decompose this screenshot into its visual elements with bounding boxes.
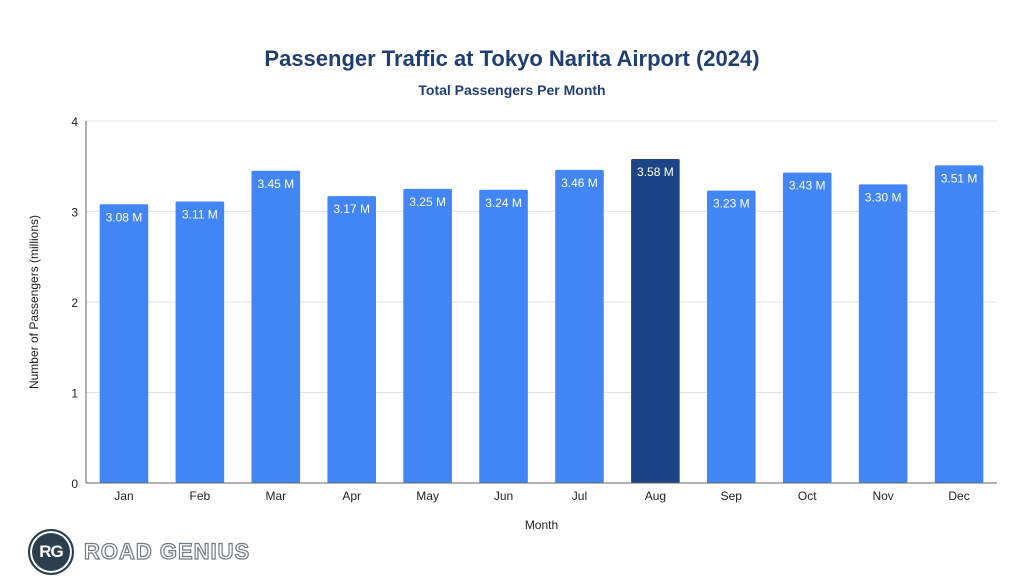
logo-text: ROAD GENIUS [83, 538, 251, 564]
bar-may [403, 188, 452, 483]
bars [99, 159, 984, 484]
x-axis-label: Month [525, 518, 558, 532]
x-tick-label: Jan [114, 489, 133, 503]
bar-apr [327, 196, 377, 484]
data-label: 3.08 M [106, 210, 143, 224]
x-tick-label: May [416, 489, 439, 503]
bar-jul [555, 169, 604, 483]
bar-oct [782, 172, 832, 483]
y-tick-labels: 0 1 2 3 4 [71, 115, 78, 491]
y-tick-label: 3 [71, 206, 78, 220]
x-tick-label: Nov [872, 489, 893, 503]
bar-jun [479, 189, 528, 483]
data-label: 3.30 M [865, 190, 902, 204]
data-label: 3.25 M [409, 195, 446, 209]
x-tick-label: Oct [798, 489, 817, 503]
x-tick-labels: Jan Feb Mar Apr May Jun Jul Aug Sep Oct Nov Dec [114, 489, 969, 503]
x-tick-label: Dec [948, 489, 969, 503]
y-tick-label: 2 [71, 296, 78, 310]
road-genius-logo: RG ROAD GENIUS [28, 529, 250, 575]
y-tick-label: 4 [71, 115, 78, 129]
data-label: 3.43 M [789, 179, 826, 193]
y-axis-label: Number of Passengers (millions) [27, 215, 41, 389]
data-label: 3.58 M [637, 165, 674, 179]
x-tick-label: Jul [572, 489, 587, 503]
bar-nov [858, 184, 908, 483]
x-tick-label: Apr [342, 489, 361, 503]
data-label: 3.45 M [257, 177, 294, 191]
bar-dec [934, 165, 984, 483]
x-tick-label: Sep [721, 489, 743, 503]
x-tick-label: Feb [190, 489, 211, 503]
bar-jan [99, 204, 149, 483]
bar-sep [706, 190, 756, 483]
x-tick-label: Aug [645, 489, 666, 503]
y-tick-label: 1 [71, 387, 78, 401]
data-labels: 3.08 M 3.11 M 3.45 M 3.17 M 3.25 M 3.24 M 3.46… [106, 165, 978, 224]
bar-aug [631, 159, 680, 483]
logo-badge-icon: RG [28, 529, 74, 575]
data-label: 3.11 M [182, 208, 218, 222]
bar-feb [175, 201, 225, 484]
data-label: 3.46 M [561, 176, 598, 190]
gridlines [86, 120, 997, 393]
data-label: 3.23 M [713, 197, 750, 211]
data-label: 3.24 M [485, 196, 522, 210]
chart-subtitle: Total Passengers Per Month [418, 82, 606, 98]
chart-title: Passenger Traffic at Tokyo Narita Airpor… [264, 46, 760, 71]
x-tick-label: Jun [494, 489, 513, 503]
data-label: 3.17 M [333, 202, 370, 216]
y-tick-label: 0 [71, 477, 78, 491]
data-label: 3.51 M [941, 171, 978, 185]
x-tick-label: Mar [265, 489, 286, 503]
bar-mar [251, 170, 301, 483]
